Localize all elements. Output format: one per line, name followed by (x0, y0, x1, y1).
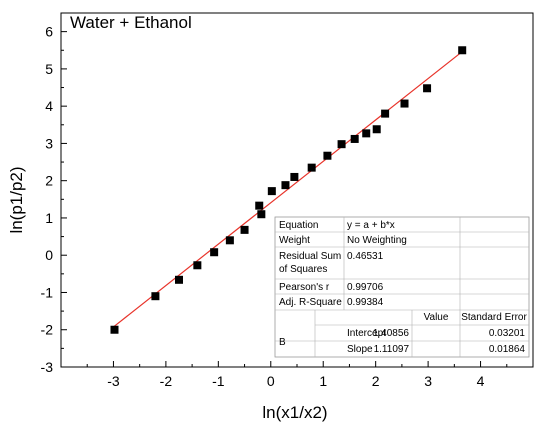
stats-table-header: Value (424, 312, 449, 323)
data-point (257, 210, 266, 219)
data-point (255, 201, 264, 210)
y-tick-label: 5 (45, 61, 53, 77)
data-point (458, 46, 467, 55)
data-point (400, 99, 409, 108)
data-point (175, 275, 183, 284)
x-tick-label: -3 (107, 373, 120, 389)
y-tick-label: 6 (45, 24, 53, 40)
chart-title: Water + Ethanol (70, 13, 192, 32)
stats-table-value: 0.46531 (347, 251, 384, 262)
x-tick-label: 2 (372, 373, 380, 389)
data-point (240, 225, 249, 234)
data-point (225, 236, 234, 245)
x-tick-label: 3 (424, 373, 432, 389)
y-tick-label: 0 (45, 247, 53, 263)
stats-table-label: Slope (347, 344, 373, 355)
y-tick-label: 2 (45, 173, 53, 189)
stats-table-label: Residual Sum (279, 251, 341, 262)
stats-table-label: of Squares (279, 264, 327, 275)
data-point (323, 151, 332, 160)
data-point (290, 172, 299, 181)
stats-table-value: 0.99706 (347, 282, 384, 293)
data-point (381, 109, 390, 118)
stats-table-value: 1.40856 (373, 328, 410, 339)
stats-table-value: 0.99384 (347, 297, 384, 308)
data-point (307, 163, 316, 172)
stats-table: Equation y = a + b*x Weight No Weighting Res… (274, 216, 530, 358)
stats-table-frame (274, 216, 530, 358)
data-point (267, 187, 276, 196)
data-point (281, 181, 290, 190)
data-point (362, 129, 371, 138)
data-point (151, 292, 160, 301)
stats-table-label: Intercept (347, 328, 386, 339)
y-tick-label: -1 (41, 284, 54, 300)
stats-table-value: 0.03201 (489, 328, 526, 339)
data-point (423, 84, 432, 93)
data-points (110, 46, 467, 334)
y-tick-label: 3 (45, 135, 53, 151)
y-tick-label: 1 (45, 210, 53, 226)
data-point (350, 134, 359, 143)
x-tick-label: 4 (477, 373, 485, 389)
x-axis: -3 -2 -1 0 1 2 3 4 (60, 361, 534, 389)
data-point (193, 261, 202, 270)
x-tick-label: -2 (160, 373, 173, 389)
plot-area: Water + Ethanol -3 -2 -1 0 1 2 3 4 -3 -2 -1 0 1 2 3 4 5… (41, 12, 534, 389)
stats-table-value: y = a + b*x (347, 220, 395, 231)
stats-table-label: Weight (279, 235, 310, 246)
stats-table-label: Equation (279, 220, 318, 231)
stats-table-label: B (279, 337, 286, 348)
y-axis: -3 -2 -1 0 1 2 3 4 5 6 (41, 12, 67, 375)
data-point (110, 325, 119, 334)
stats-table-label: Adj. R-Square (279, 297, 342, 308)
y-tick-label: 4 (45, 98, 53, 114)
data-point (372, 125, 381, 134)
x-tick-label: -1 (212, 373, 225, 389)
x-axis-title: ln(x1/x2) (262, 403, 327, 422)
data-point (337, 140, 346, 149)
x-tick-label: 1 (319, 373, 327, 389)
stats-table-value: 0.01864 (489, 344, 526, 355)
y-tick-label: -2 (41, 322, 54, 338)
y-axis-title: ln(p1/p2) (7, 166, 26, 233)
x-tick-label: 0 (267, 373, 275, 389)
stats-table-value: No Weighting (347, 235, 407, 246)
y-tick-label: -3 (41, 359, 54, 375)
stats-table-label: Pearson's r (279, 282, 330, 293)
stats-table-header: Standard Error (461, 312, 527, 323)
stats-table-value: 1.11097 (374, 344, 410, 355)
data-point (210, 248, 219, 257)
